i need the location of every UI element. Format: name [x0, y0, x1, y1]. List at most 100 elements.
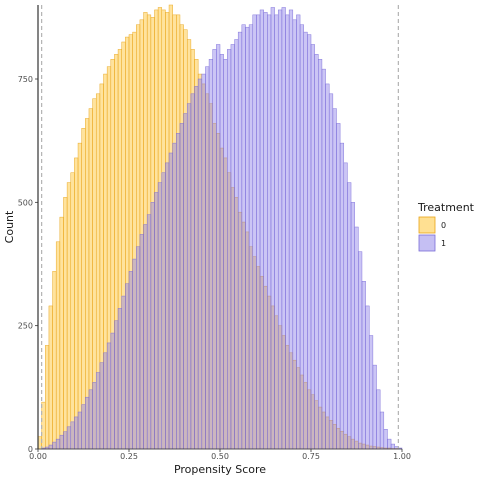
- y-tick-label: 750: [18, 75, 33, 84]
- legend-swatch-0: [418, 216, 436, 234]
- bar: [321, 68, 326, 450]
- bar: [241, 24, 246, 450]
- y-ticks: 0 250 500 750: [18, 75, 38, 454]
- bar: [230, 44, 235, 450]
- bar: [179, 123, 184, 450]
- bar: [114, 320, 119, 450]
- bar: [154, 192, 159, 450]
- bar: [212, 49, 217, 450]
- bar: [358, 251, 363, 450]
- bar: [74, 416, 79, 450]
- bar: [183, 113, 188, 450]
- bar: [310, 44, 315, 450]
- bar: [52, 441, 57, 450]
- bar: [74, 157, 79, 450]
- x-tick-label: 0.75: [302, 452, 320, 461]
- bar: [208, 59, 213, 450]
- bar: [267, 14, 272, 450]
- legend-keys: 01: [418, 216, 446, 252]
- bar: [252, 14, 257, 450]
- bar: [314, 54, 319, 450]
- bar: [190, 93, 195, 450]
- bar: [55, 438, 61, 450]
- bar: [216, 44, 221, 450]
- bar: [132, 258, 137, 450]
- bar: [343, 162, 348, 450]
- bar: [379, 411, 385, 450]
- bar: [176, 133, 181, 450]
- bar: [117, 308, 122, 450]
- bar: [106, 342, 112, 450]
- x-tick-label: 0.25: [120, 452, 138, 461]
- bar: [150, 202, 155, 450]
- bar: [161, 172, 166, 450]
- bar: [70, 172, 75, 450]
- bar: [259, 9, 264, 450]
- bar: [325, 83, 330, 450]
- x-tick-label: 0.00: [29, 452, 47, 461]
- histogram-bars: [37, 4, 403, 450]
- bar: [328, 93, 334, 450]
- bar: [274, 14, 279, 450]
- bar: [59, 434, 64, 450]
- bar: [376, 389, 381, 450]
- bar: [143, 224, 148, 450]
- bar: [223, 59, 228, 450]
- bar: [227, 49, 232, 450]
- bar: [59, 216, 64, 450]
- bar: [128, 271, 133, 450]
- bar: [234, 39, 239, 450]
- bar: [256, 14, 261, 450]
- bar: [263, 12, 268, 450]
- bar: [350, 202, 355, 450]
- bar: [245, 26, 250, 450]
- bar: [157, 182, 163, 450]
- legend-title: Treatment: [417, 201, 475, 214]
- bar: [285, 14, 290, 450]
- bar: [77, 142, 82, 450]
- bar: [146, 214, 152, 450]
- bar: [136, 246, 141, 450]
- legend: Treatment 01: [417, 201, 475, 252]
- bar: [70, 421, 75, 450]
- bar: [383, 429, 388, 450]
- bar: [45, 345, 50, 450]
- bar: [63, 197, 68, 450]
- legend-label-1: 1: [441, 239, 446, 248]
- bar: [347, 182, 352, 450]
- bar: [288, 9, 294, 450]
- bar: [237, 31, 243, 450]
- bar: [52, 271, 57, 450]
- bar: [139, 234, 144, 450]
- bar: [270, 7, 275, 450]
- bar: [168, 152, 173, 450]
- y-tick-label: 0: [28, 445, 33, 454]
- bar: [81, 404, 86, 450]
- bar: [303, 31, 308, 450]
- bar: [219, 54, 224, 450]
- bar: [205, 66, 210, 450]
- bar: [307, 34, 312, 450]
- bar: [48, 444, 53, 450]
- bar: [186, 103, 192, 450]
- bar: [172, 142, 177, 450]
- bar: [368, 335, 374, 450]
- bar: [339, 142, 345, 450]
- bar: [281, 7, 286, 450]
- bar: [372, 364, 377, 450]
- bar: [248, 24, 254, 450]
- bar: [354, 226, 359, 450]
- legend-label-0: 0: [441, 221, 446, 230]
- legend-swatch-1: [418, 234, 436, 252]
- bar: [165, 162, 170, 450]
- bar: [81, 128, 86, 450]
- bar: [336, 123, 341, 450]
- bar: [197, 78, 203, 450]
- bar: [361, 281, 366, 450]
- bar: [77, 411, 82, 450]
- y-tick-label: 250: [18, 322, 33, 331]
- bar: [121, 295, 126, 450]
- bar: [390, 443, 395, 450]
- bar: [318, 59, 323, 450]
